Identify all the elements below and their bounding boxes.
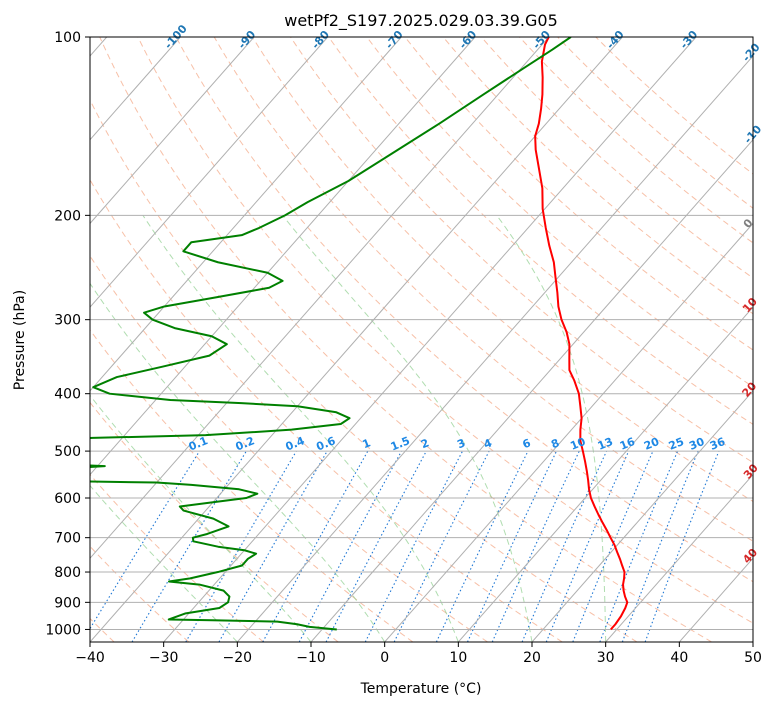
moist-adiabat-line [90,484,238,642]
moist-adiabat-line [282,215,533,642]
isotherm-gridline [90,37,181,141]
y-tick-label: 600 [54,491,81,507]
mixing-ratio-label: 3 [455,436,467,451]
y-tick-label: 1000 [45,622,81,638]
dry-adiabat-line [99,37,712,642]
dry-adiabat-line [90,255,488,642]
y-tick-label: 500 [54,444,81,460]
y-tick-label: 100 [54,30,81,46]
dry-adiabat-line [404,37,753,351]
mixing-ratio-label: 8 [549,436,561,451]
mixing-ratio-label: 36 [708,435,727,453]
mixing-ratio-line [218,450,328,642]
isotherm-gridline [90,37,476,476]
isotherm-gridline [90,37,623,642]
mixing-ratio-line [131,450,247,642]
y-tick-label: 700 [54,531,81,547]
x-axis: −40 −30 −20 −10 0 10 20 30 40 50 [75,642,762,666]
isotherm-gridline [236,55,753,642]
mixing-ratio-line [467,450,558,642]
x-tick-label: −20 [223,650,253,666]
isotherm-gridline [90,37,550,560]
y-tick-label: 300 [54,313,81,329]
mixing-ratio-line [435,450,529,642]
chart-title: wetPf2_S197.2025.029.03.39.G05 [284,11,558,31]
x-tick-label: 40 [670,650,688,666]
dewpoint-profile-line [90,37,572,631]
mixing-ratio-line [572,450,654,642]
dry-adiabat-line [90,98,638,642]
y-axis: 100 200 300 400 500 600 700 800 900 1000 [45,30,90,638]
y-tick-label: 200 [54,208,81,224]
mixing-ratio-line [545,450,630,642]
mixing-ratio-label: 20 [642,435,661,453]
mixing-ratio-label: 10 [568,435,587,453]
profile-series [90,37,629,631]
dry-adiabat-line [213,37,753,542]
x-tick-label: −30 [149,650,179,666]
dry-adiabat-line [175,37,753,583]
plot-frame [89,36,754,643]
dry-adiabats [90,37,753,642]
isotherm-gridline [90,37,402,392]
dry-adiabat-line [442,37,753,315]
moist-adiabats [90,215,607,642]
mixing-ratio-line [491,450,580,642]
x-tick-label: −10 [296,650,326,666]
isotherms [90,37,753,642]
x-tick-label: −40 [75,650,105,666]
x-tick-label: 20 [523,650,541,666]
x-axis-label: Temperature (°C) [360,681,482,697]
dry-adiabat-line [595,37,753,175]
isotherm-gridline [457,306,753,642]
dry-adiabat-line [251,37,753,503]
mixing-ratio-label: 1 [361,436,373,451]
mixing-ratio-line [90,450,200,630]
x-tick-label: 30 [597,650,615,666]
mixing-ratio-label: 30 [687,435,706,453]
isobar-gridlines [90,37,753,630]
mixing-ratio-line [298,450,403,642]
isotherm-gridline [310,138,753,642]
dry-adiabat-line [90,473,264,642]
dry-adiabat-line [137,37,753,624]
isotherm-gridline [90,37,329,308]
moist-adiabat-line [90,394,312,642]
mixing-ratio-line [262,450,369,642]
moist-adiabat-line [496,215,607,642]
moist-adiabat-line [142,215,459,642]
dry-adiabat-line [90,329,414,642]
mixing-ratio-label: 2 [419,436,431,451]
mixing-ratio-label: 25 [667,435,686,453]
moist-adiabat-line [90,282,386,642]
isotherm-gridline [90,37,255,225]
temperature-profile-line [534,37,629,631]
x-tick-label: 0 [380,650,389,666]
dry-adiabat-line [90,178,563,642]
mixing-ratio-label: 16 [618,435,637,453]
mixing-ratio-line [393,450,490,642]
plot-area [90,37,753,642]
isotherm-gridline [531,390,753,642]
isotherm-gridline [605,473,753,642]
dry-adiabat-line [557,37,753,209]
dry-adiabat-line [328,37,753,425]
y-tick-label: 400 [54,387,81,403]
mixing-ratio-label: 13 [596,435,615,453]
y-tick-label: 800 [54,565,81,581]
y-tick-label: 900 [54,595,81,611]
isotherm-gridline [384,222,753,642]
y-axis-label: Pressure (hPa) [12,290,28,390]
mixing-ratio-line [521,450,608,642]
x-tick-label: 10 [449,650,467,666]
isotherm-gridline [163,37,697,642]
x-tick-label: 50 [744,650,762,666]
